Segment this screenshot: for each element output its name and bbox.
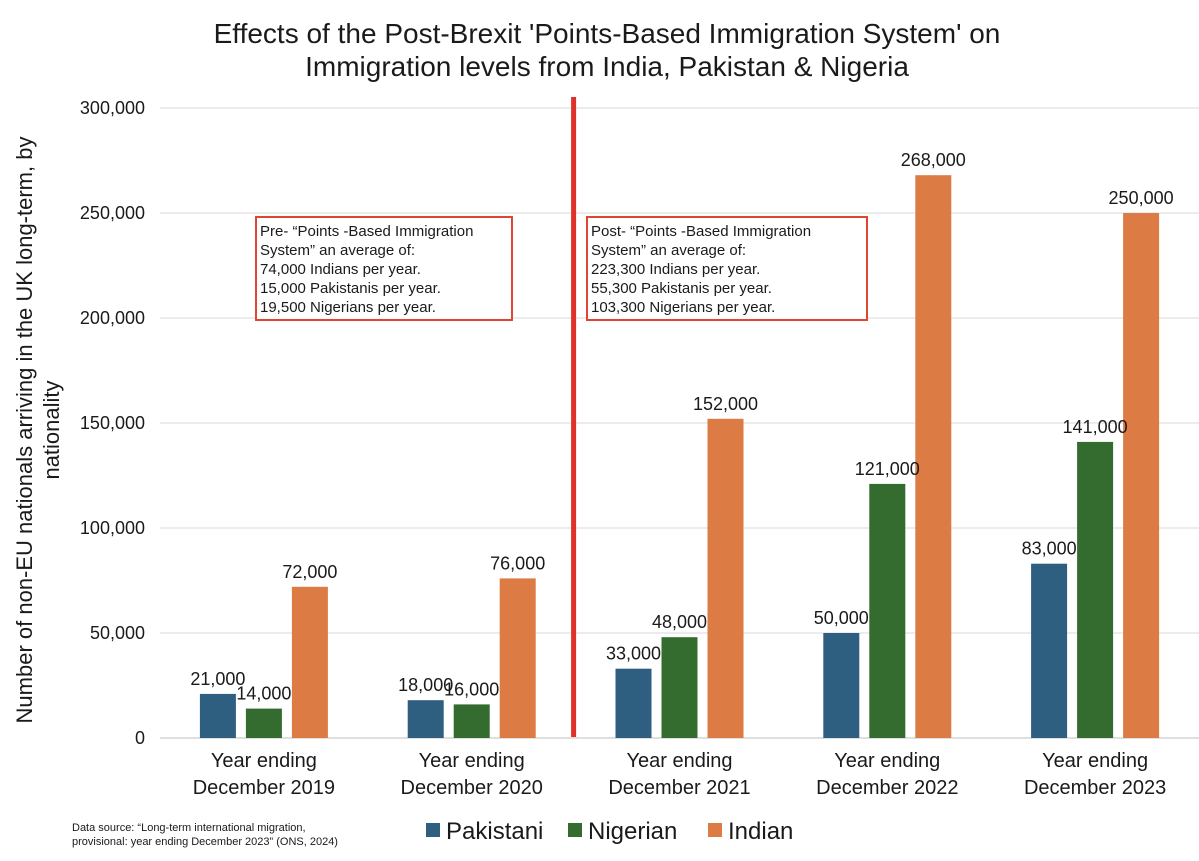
y-tick-label: 300,000	[80, 98, 145, 118]
y-tick-label: 250,000	[80, 203, 145, 223]
bar-nigerian	[1077, 441, 1114, 738]
x-category-label: December 2020	[401, 777, 543, 799]
x-category-label: December 2022	[816, 777, 958, 799]
data-label-pakistani: 21,000	[190, 669, 245, 689]
x-category-label: December 2021	[608, 777, 750, 799]
annotation-post-line: 55,300 Pakistanis per year.	[591, 280, 772, 297]
y-tick-label: 50,000	[90, 623, 145, 643]
bar-pakistani	[407, 700, 444, 738]
bar-nigerian	[661, 637, 698, 738]
x-category-label: Year ending	[626, 750, 732, 772]
data-source-note: Data source: “Long-term international mi…	[72, 822, 306, 834]
bar-indian	[1123, 213, 1160, 738]
bar-nigerian	[245, 708, 282, 738]
bar-indian	[707, 418, 744, 738]
x-category-label: Year ending	[834, 750, 940, 772]
legend-label-pakistani: Pakistani	[446, 818, 543, 845]
bar-pakistani	[1031, 563, 1068, 738]
y-tick-label: 0	[135, 728, 145, 748]
data-label-pakistani: 83,000	[1022, 539, 1077, 559]
x-category-label: Year ending	[419, 750, 525, 772]
data-label-nigerian: 14,000	[236, 684, 291, 704]
x-category-label: Year ending	[211, 750, 317, 772]
legend-swatch-indian	[708, 823, 722, 837]
data-label-indian: 152,000	[693, 394, 758, 414]
y-tick-label: 100,000	[80, 518, 145, 538]
y-tick-label: 200,000	[80, 308, 145, 328]
annotation-post-line: 223,300 Indians per year.	[591, 261, 760, 278]
data-label-pakistani: 18,000	[398, 675, 453, 695]
bar-indian	[291, 586, 328, 738]
data-label-indian: 72,000	[282, 562, 337, 582]
x-category-label: December 2023	[1024, 777, 1166, 799]
annotation-box-post	[586, 216, 868, 321]
bar-indian	[499, 578, 536, 738]
data-label-pakistani: 33,000	[606, 644, 661, 664]
bar-nigerian	[453, 704, 490, 738]
bar-pakistani	[199, 693, 236, 738]
annotation-pre-line: 19,500 Nigerians per year.	[260, 299, 436, 316]
y-axis-label-line: Number of non-EU nationals arriving in t…	[12, 137, 37, 724]
data-label-indian: 250,000	[1109, 188, 1174, 208]
annotation-post-line: System” an average of:	[591, 242, 746, 259]
data-label-nigerian: 48,000	[652, 612, 707, 632]
annotation-box-pre	[255, 216, 513, 321]
data-label-nigerian: 141,000	[1063, 417, 1128, 437]
annotation-post-line: 103,300 Nigerians per year.	[591, 299, 775, 316]
annotation-pre-line: 74,000 Indians per year.	[260, 261, 421, 278]
bar-pakistani	[823, 633, 860, 738]
annotation-pre-line: 15,000 Pakistanis per year.	[260, 280, 441, 297]
bar-nigerian	[869, 483, 906, 738]
y-axis-label-line: nationality	[39, 380, 64, 479]
x-category-label: December 2019	[193, 777, 335, 799]
data-label-indian: 76,000	[490, 553, 545, 573]
bar-indian	[915, 175, 952, 738]
annotation-post-line: Post- “Points -Based Immigration	[591, 223, 811, 240]
data-label-nigerian: 121,000	[855, 459, 920, 479]
data-label-pakistani: 50,000	[814, 608, 869, 628]
data-source-note: provisional: year ending December 2023” …	[72, 836, 338, 848]
annotation-pre-line: System” an average of:	[260, 242, 415, 259]
annotation-pre-line: Pre- “Points -Based Immigration	[260, 223, 473, 240]
bar-pakistani	[615, 668, 652, 738]
data-label-nigerian: 16,000	[444, 679, 499, 699]
chart-title-line: Immigration levels from India, Pakistan …	[305, 51, 909, 82]
legend-label-indian: Indian	[728, 818, 793, 845]
legend-swatch-pakistani	[426, 823, 440, 837]
legend-swatch-nigerian	[568, 823, 582, 837]
data-label-indian: 268,000	[901, 150, 966, 170]
y-tick-label: 150,000	[80, 413, 145, 433]
legend-label-nigerian: Nigerian	[588, 818, 677, 845]
x-category-label: Year ending	[1042, 750, 1148, 772]
chart-title-line: Effects of the Post-Brexit 'Points-Based…	[214, 18, 1001, 49]
